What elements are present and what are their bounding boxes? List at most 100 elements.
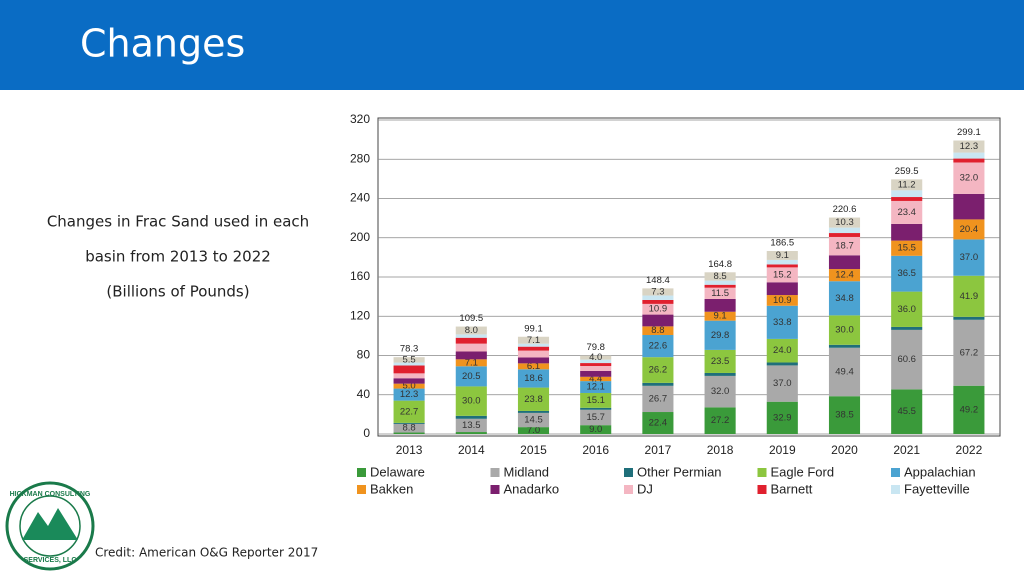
logo: HICKMAN CONSULTING SERVICES, LLC (5, 481, 95, 571)
y-tick-label: 80 (357, 348, 371, 362)
bar-segment (953, 162, 985, 194)
data-label: 23.4 (897, 207, 916, 218)
total-label: 78.3 (400, 344, 419, 355)
legend-label: Appalachian (904, 464, 976, 479)
total-label: 259.5 (895, 166, 919, 177)
bar-segment (704, 407, 736, 434)
total-label: 186.5 (770, 238, 794, 249)
data-label: 45.5 (897, 406, 916, 417)
total-label: 164.8 (708, 259, 732, 270)
bar-segment (642, 303, 674, 315)
bar-segment (393, 432, 425, 434)
bar-segment (891, 197, 923, 201)
bar-segment (393, 400, 425, 423)
bar-segment (517, 387, 550, 411)
bar-segment (828, 269, 861, 282)
legend-swatch (757, 485, 767, 494)
bar-segment (891, 329, 923, 390)
legend-swatch (357, 485, 366, 494)
data-label: 12.3 (960, 141, 979, 152)
bar-segment (642, 288, 674, 296)
data-label: 34.8 (835, 293, 854, 304)
bar-segment (393, 362, 425, 366)
data-label: 11.2 (898, 179, 916, 190)
bar-segment (580, 392, 612, 408)
data-label: 4.0 (589, 352, 602, 363)
data-label: 18.7 (835, 241, 854, 252)
bar-segment (393, 423, 425, 433)
legend-label: Delaware (370, 464, 425, 479)
bar-segment (766, 282, 798, 296)
bar-segment (766, 401, 798, 434)
x-tick-label: 2016 (582, 443, 609, 457)
bar-segment (642, 412, 674, 434)
bar-segment (766, 295, 798, 306)
bar-segment (766, 250, 798, 260)
bar-segment (393, 365, 425, 374)
bar-segment (953, 316, 985, 320)
bar-segment (455, 337, 487, 344)
data-label: 33.8 (773, 317, 792, 328)
legend-label: Midland (504, 464, 550, 479)
data-label: 41.9 (960, 291, 979, 302)
bar-segment (455, 432, 487, 434)
bar-segment (517, 363, 550, 370)
bar-segment (704, 349, 736, 373)
data-label: 5.5 (402, 354, 415, 365)
bar-segment (766, 264, 798, 268)
bar-segment (891, 190, 923, 198)
x-tick-label: 2017 (645, 443, 672, 457)
data-label: 15.1 (586, 395, 605, 406)
data-label: 12.4 (835, 270, 854, 281)
bar-segment (953, 193, 985, 220)
data-label: 37.0 (960, 252, 979, 263)
total-label: 148.4 (646, 275, 670, 286)
data-label: 22.6 (649, 341, 668, 352)
data-label: 23.8 (524, 394, 543, 405)
bar-segment (891, 200, 923, 224)
bar-segment (828, 281, 861, 316)
x-tick-label: 2020 (831, 443, 858, 457)
side-text: basin from 2013 to 2022 (85, 248, 271, 266)
bar-segment (580, 365, 612, 371)
data-label: 26.7 (649, 393, 668, 404)
legend-swatch (891, 485, 900, 494)
bar-segment (393, 357, 425, 363)
data-label: 32.9 (773, 412, 792, 423)
data-label: 9.1 (776, 250, 789, 261)
bar-segment (393, 378, 425, 384)
legend-label: Anadarko (504, 481, 560, 496)
bar-segment (642, 295, 674, 300)
bar-segment (704, 320, 736, 350)
data-label: 8.8 (402, 423, 415, 434)
bar-segment (455, 326, 487, 335)
legend-swatch (490, 468, 500, 477)
data-label: 7.1 (527, 335, 540, 346)
x-tick-label: 2013 (396, 443, 423, 457)
bar-segment (455, 351, 487, 360)
bar-segment (891, 179, 923, 191)
data-label: 29.8 (711, 330, 730, 341)
data-label: 5.0 (402, 381, 415, 392)
bar-segment (580, 425, 612, 434)
total-label: 220.6 (833, 204, 857, 215)
bar-segment (953, 140, 985, 153)
bar-segment (580, 381, 612, 393)
data-label: 6.1 (527, 361, 540, 372)
data-label: 9.1 (713, 311, 726, 322)
legend-swatch (624, 485, 633, 494)
bar-segment (517, 336, 550, 344)
y-tick-label: 200 (350, 230, 370, 244)
bar-segment (891, 326, 923, 330)
legend-swatch (624, 468, 633, 477)
bar-segment (704, 375, 736, 408)
legend-label: DJ (637, 481, 653, 496)
x-tick-label: 2015 (520, 443, 547, 457)
data-label: 36.5 (897, 268, 916, 279)
legend-swatch (757, 468, 767, 477)
data-label: 14.5 (524, 415, 543, 426)
side-text: (Billions of Pounds) (106, 283, 249, 301)
total-label: 99.1 (524, 323, 543, 334)
bar-segment (455, 366, 487, 387)
